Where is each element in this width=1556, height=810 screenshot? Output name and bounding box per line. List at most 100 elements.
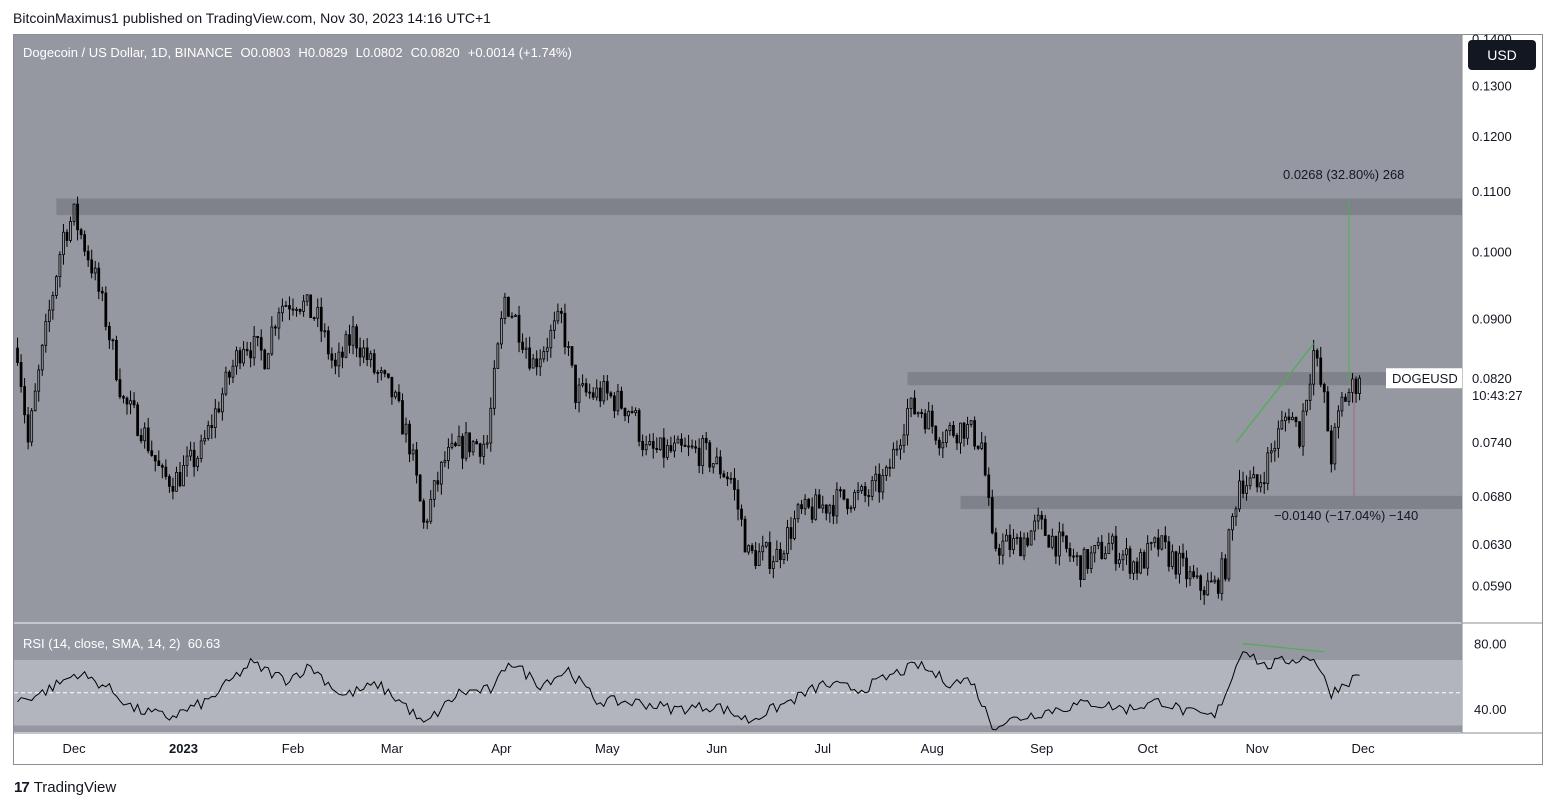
candle-body — [136, 404, 139, 436]
candle-body — [743, 518, 747, 553]
candle-body — [1319, 357, 1323, 385]
candle-body — [1015, 537, 1019, 539]
candle-body — [65, 231, 69, 241]
candle-body — [1344, 396, 1347, 402]
candle-body — [899, 444, 902, 450]
candle-body — [295, 308, 298, 311]
candle-body — [447, 446, 450, 461]
candle-body — [1132, 561, 1135, 574]
candle-body — [266, 353, 270, 370]
candles-group — [16, 196, 1361, 605]
candle-body — [750, 545, 754, 551]
candle-body — [1103, 553, 1107, 560]
candle-body — [545, 347, 549, 352]
candle-body — [1273, 447, 1277, 452]
time-axis-label: Nov — [1246, 741, 1270, 756]
candle-body — [122, 396, 125, 399]
candle-body — [436, 480, 440, 485]
candle-body — [821, 504, 825, 509]
candle-body — [1019, 537, 1022, 557]
candle-body — [44, 321, 48, 346]
candle-body — [1312, 350, 1316, 385]
candle-body — [937, 439, 941, 449]
candle-body — [803, 498, 807, 510]
candle-body — [468, 432, 471, 453]
candle-body — [1284, 416, 1287, 422]
candle-body — [1213, 579, 1217, 583]
candle-body — [556, 310, 560, 322]
currency-button[interactable]: USD — [1468, 40, 1536, 70]
candle-body — [242, 348, 245, 364]
candle-body — [648, 441, 652, 446]
time-axis-label: Aug — [921, 741, 944, 756]
candle-body — [602, 381, 606, 402]
candle-body — [842, 489, 846, 500]
candle-body — [1354, 378, 1358, 394]
candle-body — [489, 407, 493, 444]
candle-body — [510, 315, 514, 318]
candle-body — [1096, 541, 1100, 546]
candle-body — [567, 346, 570, 348]
horizontal-zone — [56, 198, 1462, 216]
time-axis-label: Dec — [62, 741, 86, 756]
candle-body — [863, 486, 867, 496]
candle-body — [263, 349, 267, 370]
candle-body — [107, 326, 111, 341]
candle-body — [507, 296, 510, 317]
candle-body — [425, 520, 429, 523]
price-axis-label: 0.0590 — [1472, 579, 1512, 594]
candle-body — [934, 425, 938, 441]
candle-body — [386, 373, 390, 378]
candle-body — [1333, 426, 1337, 465]
candle-body — [1139, 552, 1142, 574]
candle-body — [1089, 552, 1093, 569]
candle-body — [72, 203, 76, 222]
candle-body — [47, 309, 51, 322]
candle-body — [348, 334, 351, 346]
candle-body — [528, 347, 532, 369]
candle-body — [584, 383, 588, 393]
candle-body — [1061, 531, 1065, 537]
candle-body — [1337, 410, 1340, 428]
candle-body — [439, 461, 443, 485]
candle-body — [927, 410, 931, 430]
candle-body — [171, 485, 175, 492]
candle-body — [1107, 542, 1111, 555]
candle-body — [552, 320, 556, 331]
candle-body — [941, 442, 945, 449]
candle-body — [658, 437, 662, 450]
candle-body — [906, 408, 909, 436]
candle-body — [1125, 548, 1128, 556]
candle-body — [874, 473, 878, 482]
candle-body — [1008, 534, 1012, 551]
candle-body — [482, 443, 486, 457]
candle-body — [1036, 514, 1040, 522]
footer-brand[interactable]: 17 TradingView — [14, 779, 116, 796]
candle-body — [697, 447, 701, 467]
candle-body — [30, 410, 34, 443]
candle-body — [761, 545, 765, 553]
candle-body — [90, 259, 94, 274]
candle-body — [157, 460, 161, 466]
candle-body — [1128, 548, 1132, 574]
candle-body — [125, 397, 129, 405]
candle-body — [973, 420, 976, 447]
candle-body — [609, 392, 613, 397]
candle-body — [344, 334, 348, 358]
candle-body — [337, 351, 341, 367]
candle-body — [623, 407, 627, 417]
candle-body — [351, 326, 355, 346]
candle-body — [461, 435, 464, 459]
open-value: 0.0803 — [250, 45, 291, 60]
candle-body — [1255, 474, 1259, 488]
candle-body — [26, 414, 30, 443]
candle-body — [1121, 554, 1125, 561]
candle-body — [1163, 535, 1167, 543]
rsi-value: 60.63 — [187, 636, 221, 651]
candle-body — [231, 365, 235, 378]
candle-body — [319, 306, 323, 332]
candle-body — [365, 347, 369, 360]
candle-body — [1047, 535, 1051, 548]
candle-body — [930, 410, 934, 427]
